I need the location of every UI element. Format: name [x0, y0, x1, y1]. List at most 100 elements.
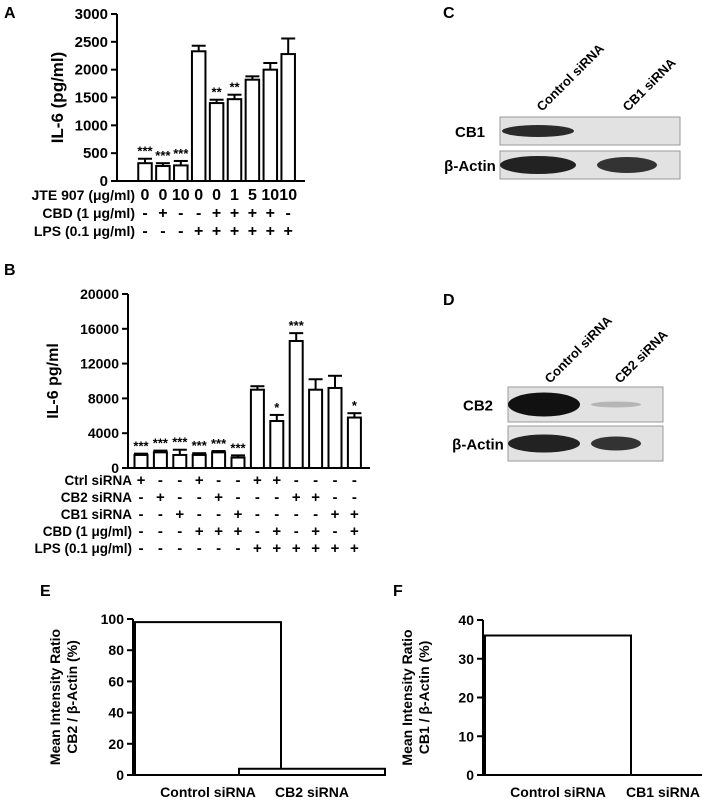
condition-cell: - — [197, 489, 202, 506]
y-tick-label: 12000 — [80, 356, 119, 372]
y-tick-label: 4000 — [88, 425, 119, 441]
bar — [269, 420, 285, 469]
condition-cell: - — [177, 523, 182, 540]
significance-label: *** — [192, 438, 208, 453]
bar — [137, 162, 153, 182]
condition-cell: - — [197, 540, 202, 557]
condition-row-label: CB1 siRNA — [61, 507, 133, 522]
bar — [230, 456, 246, 469]
bar — [173, 164, 189, 182]
bar — [152, 451, 168, 469]
condition-cell: - — [177, 472, 182, 489]
condition-cell: + — [175, 506, 184, 523]
y-tick-label: 16000 — [80, 321, 119, 337]
condition-cell: - — [333, 489, 338, 506]
y-axis-label-line1: Mean Intensity Ratio — [399, 629, 415, 765]
blot-band — [500, 156, 576, 174]
y-tick-label: 1000 — [75, 117, 108, 134]
bar — [249, 388, 265, 470]
significance-label: *** — [133, 439, 149, 454]
blot-row-label: CB1 — [455, 124, 485, 141]
significance-label: *** — [153, 436, 169, 451]
bar — [191, 453, 207, 470]
x-category-label: Control siRNA — [510, 784, 606, 800]
condition-row-label: CB2 siRNA — [61, 490, 133, 505]
condition-cell: + — [214, 523, 223, 540]
bar — [226, 98, 243, 182]
condition-cell: - — [197, 506, 202, 523]
condition-cell: + — [350, 523, 359, 540]
condition-cell: - — [216, 540, 221, 557]
condition-cell: 0 — [212, 187, 221, 204]
condition-cell: + — [284, 223, 293, 240]
y-tick-label: 2000 — [75, 62, 108, 79]
condition-cell: + — [137, 472, 146, 489]
y-tick-label: 60 — [108, 673, 124, 689]
y-tick-label: 80 — [108, 642, 124, 658]
y-tick-label: 10 — [458, 728, 474, 744]
bar — [172, 453, 188, 470]
y-tick-label: 2500 — [75, 34, 108, 51]
significance-label: ** — [212, 85, 223, 100]
bar — [280, 53, 296, 182]
condition-cell: + — [266, 223, 275, 240]
y-tick-label: 20000 — [80, 286, 119, 302]
condition-cell: + — [194, 223, 203, 240]
condition-cell: - — [236, 540, 241, 557]
blot-band — [591, 401, 641, 408]
condition-row-label: Ctrl siRNA — [64, 473, 132, 488]
condition-cell: + — [350, 540, 359, 557]
y-axis-label-line2: CB2 / β-Actin (%) — [64, 640, 80, 754]
condition-row-label: JTE 907 (μg/ml) — [32, 187, 135, 203]
condition-cell: - — [158, 523, 163, 540]
condition-cell: - — [333, 472, 338, 489]
significance-label: * — [274, 400, 280, 415]
y-tick-label: 20 — [458, 690, 474, 706]
blot-row-label: β-Actin — [452, 437, 504, 454]
condition-cell: - — [158, 472, 163, 489]
condition-cell: - — [286, 205, 291, 222]
bar — [208, 102, 225, 182]
condition-cell: + — [272, 472, 281, 489]
bar — [346, 416, 362, 470]
bar — [288, 339, 304, 470]
bar — [133, 453, 149, 470]
condition-cell: + — [331, 540, 340, 557]
y-tick-label: 20 — [108, 736, 124, 752]
y-tick-label: 0 — [111, 460, 119, 476]
blot-lane-label: Control siRNA — [542, 312, 616, 386]
condition-cell: - — [216, 506, 221, 523]
condition-cell: - — [313, 506, 318, 523]
y-axis-label: IL-6 (pg/ml) — [48, 52, 67, 144]
condition-cell: + — [253, 540, 262, 557]
condition-cell: - — [178, 205, 183, 222]
y-axis-label-line1: Mean Intensity Ratio — [47, 629, 63, 765]
bar — [244, 78, 261, 182]
condition-cell: - — [196, 205, 201, 222]
condition-cell: - — [160, 223, 165, 240]
y-tick-label: 0 — [100, 173, 108, 190]
y-tick-label: 0 — [116, 767, 124, 783]
condition-cell: + — [234, 506, 243, 523]
significance-label: *** — [230, 440, 246, 455]
blot-lane-label: CB2 siRNA — [612, 327, 672, 387]
blot-band — [597, 157, 657, 173]
bar — [134, 621, 282, 776]
condition-cell: - — [139, 489, 144, 506]
panel-letter-d: D — [443, 292, 455, 309]
blot-lane-label: Control siRNA — [534, 40, 608, 114]
y-tick-label: 40 — [108, 705, 124, 721]
condition-row-label: LPS (0.1 μg/ml) — [34, 223, 135, 239]
condition-cell: - — [294, 523, 299, 540]
condition-cell: 1 — [230, 187, 239, 204]
condition-cell: + — [253, 472, 262, 489]
blot-band — [502, 125, 574, 137]
condition-cell: + — [234, 523, 243, 540]
condition-cell: - — [236, 472, 241, 489]
bar — [190, 50, 207, 183]
condition-cell: + — [195, 523, 204, 540]
significance-label: *** — [173, 146, 189, 161]
bar — [155, 164, 171, 183]
